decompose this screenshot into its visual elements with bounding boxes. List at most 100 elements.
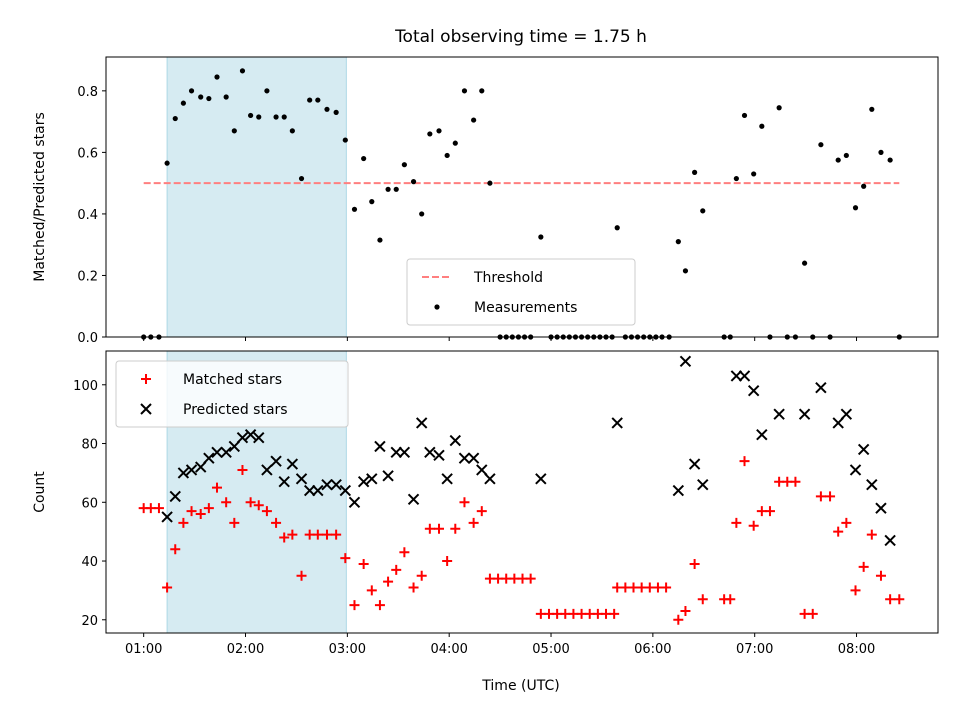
measurements-point bbox=[452, 140, 458, 146]
matched-stars-point bbox=[468, 517, 479, 528]
y-tick-label: 60 bbox=[81, 496, 98, 511]
matched-stars-point bbox=[815, 491, 826, 502]
matched-stars-point bbox=[833, 526, 844, 537]
predicted-stars-point bbox=[688, 458, 701, 470]
matched-stars-point bbox=[725, 594, 736, 605]
matched-stars-point bbox=[748, 520, 759, 531]
measurements-point bbox=[231, 128, 237, 134]
matched-stars-legend-label: Matched stars bbox=[183, 372, 282, 388]
predicted-stars-point bbox=[441, 473, 453, 485]
x-tick-label: 02:00 bbox=[227, 642, 264, 657]
predicted-stars-point bbox=[747, 384, 760, 397]
measurements-point bbox=[324, 106, 330, 112]
measurements-point bbox=[487, 180, 493, 186]
predicted-stars-point bbox=[286, 458, 299, 470]
matched-stars-point bbox=[162, 582, 173, 593]
predicted-stars-point bbox=[177, 467, 190, 479]
measurements-point bbox=[264, 88, 270, 94]
y-tick-label: 0.2 bbox=[77, 269, 98, 284]
measurements-points bbox=[141, 68, 902, 340]
predicted-stars-point bbox=[303, 484, 316, 497]
predicted-stars-point bbox=[357, 476, 370, 488]
predicted-stars-point bbox=[798, 408, 811, 420]
measurements-point bbox=[198, 94, 204, 100]
measurements-point bbox=[614, 225, 620, 231]
measurements-point bbox=[164, 160, 170, 166]
measurements-point bbox=[675, 239, 681, 245]
measurements-point bbox=[351, 206, 358, 212]
matched-stars-point bbox=[271, 517, 282, 528]
measurements-point bbox=[861, 183, 867, 189]
predicted-stars-point bbox=[374, 440, 386, 453]
measurements-point bbox=[700, 208, 706, 214]
matched-stars-point bbox=[825, 491, 836, 502]
predicted-stars-point bbox=[185, 464, 198, 476]
predicted-stars-point bbox=[261, 464, 273, 476]
predicted-stars-point bbox=[697, 478, 709, 491]
measurements-point bbox=[692, 169, 698, 175]
measurements-point bbox=[289, 128, 295, 134]
x-tick-label: 01:00 bbox=[125, 642, 162, 657]
measurements-point bbox=[307, 97, 313, 103]
y-tick-label: 80 bbox=[81, 438, 98, 453]
measurements-point bbox=[342, 137, 348, 143]
matched-stars-point bbox=[349, 600, 360, 611]
matched-stars-point bbox=[321, 529, 332, 540]
predicted-stars-point bbox=[390, 446, 402, 459]
matched-stars-point bbox=[416, 570, 427, 581]
matched-stars-point bbox=[866, 529, 877, 540]
predicted-stars-point bbox=[467, 452, 480, 464]
bottom-panel-frame bbox=[105, 350, 939, 634]
matched-stars-point bbox=[212, 482, 223, 493]
measurements-point bbox=[444, 152, 450, 159]
predicted-stars-point bbox=[875, 502, 887, 514]
matched-stars-point bbox=[408, 582, 419, 593]
measurements-point bbox=[801, 260, 808, 266]
count-points bbox=[138, 355, 905, 625]
x-axis-label: Time (UTC) bbox=[481, 678, 559, 694]
matched-stars-point bbox=[261, 506, 272, 517]
y-tick-label: 0.4 bbox=[77, 208, 98, 223]
measurements-point bbox=[248, 112, 254, 119]
matched-stars-point bbox=[850, 585, 861, 596]
y-tick-label: 0.0 bbox=[77, 331, 98, 346]
top-panel-frame bbox=[105, 56, 939, 338]
predicted-stars-point bbox=[449, 434, 462, 447]
predicted-stars-point bbox=[330, 478, 342, 491]
bottom-legend: Matched stars Predicted stars bbox=[115, 360, 349, 428]
x-tick-label: 04:00 bbox=[430, 642, 467, 657]
measurements-point bbox=[410, 179, 417, 185]
x-tick-label: 05:00 bbox=[532, 642, 569, 657]
matched-stars-point bbox=[894, 594, 905, 605]
predicted-stars-point bbox=[398, 446, 411, 459]
measurements-point bbox=[878, 149, 884, 155]
predicted-stars-point bbox=[339, 484, 352, 497]
measurements-point bbox=[471, 117, 477, 123]
top-y-ticks: 0.0 0.2 0.4 0.6 0.8 bbox=[77, 85, 106, 346]
bottom-y-axis-label: Count bbox=[32, 471, 48, 513]
predicted-stars-point bbox=[321, 478, 333, 491]
matched-stars-point bbox=[296, 570, 307, 581]
bottom-panel: 20 40 60 80 100 01:00 02:00 03:00 04:00 05:00 06:… bbox=[32, 350, 939, 657]
matched-stars-point bbox=[186, 506, 197, 517]
matched-stars-point bbox=[366, 585, 377, 596]
matched-stars-point bbox=[525, 573, 536, 584]
predicted-stars-point bbox=[672, 484, 685, 497]
predicted-stars-point bbox=[756, 429, 768, 441]
predicted-stars-point bbox=[348, 496, 361, 508]
matched-stars-point bbox=[609, 608, 620, 619]
matched-stars-point bbox=[476, 506, 487, 517]
measurements-point bbox=[887, 157, 893, 163]
measurements-point bbox=[369, 199, 375, 205]
predicted-stars-legend-marker bbox=[140, 403, 152, 415]
matched-stars-point bbox=[739, 456, 750, 467]
measurements-point bbox=[461, 88, 468, 94]
matched-stars-point bbox=[391, 564, 402, 575]
matched-stars-point bbox=[195, 509, 206, 520]
predicted-stars-point bbox=[730, 370, 743, 382]
matched-stars-point bbox=[875, 570, 886, 581]
bottom-x-ticks: 01:00 02:00 03:00 04:00 05:00 06:00 07:00 08:00 bbox=[125, 633, 875, 657]
measurements-point bbox=[401, 162, 407, 168]
measurements-point bbox=[436, 128, 442, 134]
